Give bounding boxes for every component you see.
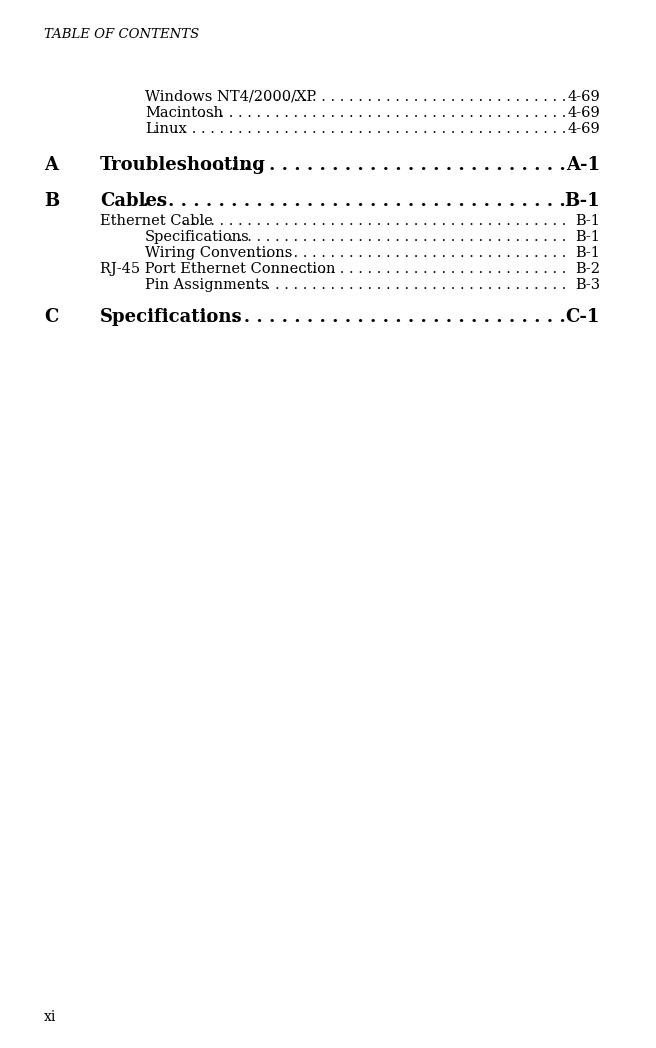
Text: TABLE OF CONTENTS: TABLE OF CONTENTS [44,28,199,41]
Text: A-1: A-1 [566,156,600,174]
Text: B-3: B-3 [575,278,600,292]
Text: . . . . . . . . . . . . . . . . . . . . . . . . . . . . . . . . . . . . . . . . : . . . . . . . . . . . . . . . . . . . . … [0,230,566,244]
Text: 4-69: 4-69 [567,90,600,104]
Text: 4-69: 4-69 [567,122,600,136]
Text: RJ-45 Port Ethernet Connection: RJ-45 Port Ethernet Connection [100,262,335,276]
Text: Wiring Conventions: Wiring Conventions [145,246,293,260]
Text: B-1: B-1 [575,246,600,260]
Text: Linux: Linux [145,122,187,136]
Text: . . . . . . . . . . . . . . . . . . . . . . . . . . . . . . . . . . . . . . . . : . . . . . . . . . . . . . . . . . . . . … [0,122,566,136]
Text: . . . . . . . . . . . . . . . . . . . . . . . . . . . . . . . . . . . . . . . . : . . . . . . . . . . . . . . . . . . . . … [0,308,566,326]
Text: Troubleshooting: Troubleshooting [100,156,266,174]
Text: B-1: B-1 [575,230,600,244]
Text: xi: xi [44,1010,56,1024]
Text: Macintosh: Macintosh [145,106,223,121]
Text: B-2: B-2 [575,262,600,276]
Text: Pin Assignments: Pin Assignments [145,278,268,292]
Text: . . . . . . . . . . . . . . . . . . . . . . . . . . . . . . . . . . . . . . . . : . . . . . . . . . . . . . . . . . . . . … [0,106,566,121]
Text: C-1: C-1 [565,308,600,326]
Text: Specifications: Specifications [145,230,250,244]
Text: Specifications: Specifications [100,308,243,326]
Text: . . . . . . . . . . . . . . . . . . . . . . . . . . . . . . . . . . . . . . . . : . . . . . . . . . . . . . . . . . . . . … [0,192,566,210]
Text: 4-69: 4-69 [567,106,600,121]
Text: B: B [44,192,59,210]
Text: B-1: B-1 [575,214,600,228]
Text: Windows NT4/2000/XP: Windows NT4/2000/XP [145,90,316,104]
Text: A: A [44,156,58,174]
Text: B-1: B-1 [564,192,600,210]
Text: . . . . . . . . . . . . . . . . . . . . . . . . . . . . . . . . . . . . . . . . : . . . . . . . . . . . . . . . . . . . . … [0,156,566,174]
Text: . . . . . . . . . . . . . . . . . . . . . . . . . . . . . . . . . . . . . . . . : . . . . . . . . . . . . . . . . . . . . … [0,262,566,276]
Text: C: C [44,308,58,326]
Text: . . . . . . . . . . . . . . . . . . . . . . . . . . . . . . . . . . . . . . . . : . . . . . . . . . . . . . . . . . . . . … [0,90,566,104]
Text: Cables: Cables [100,192,167,210]
Text: . . . . . . . . . . . . . . . . . . . . . . . . . . . . . . . . . . . . . . . . : . . . . . . . . . . . . . . . . . . . . … [0,214,566,228]
Text: Ethernet Cable: Ethernet Cable [100,214,213,228]
Text: . . . . . . . . . . . . . . . . . . . . . . . . . . . . . . . . . . . . . . . . : . . . . . . . . . . . . . . . . . . . . … [0,246,566,260]
Text: . . . . . . . . . . . . . . . . . . . . . . . . . . . . . . . . . . . . . . . . : . . . . . . . . . . . . . . . . . . . . … [0,278,566,292]
